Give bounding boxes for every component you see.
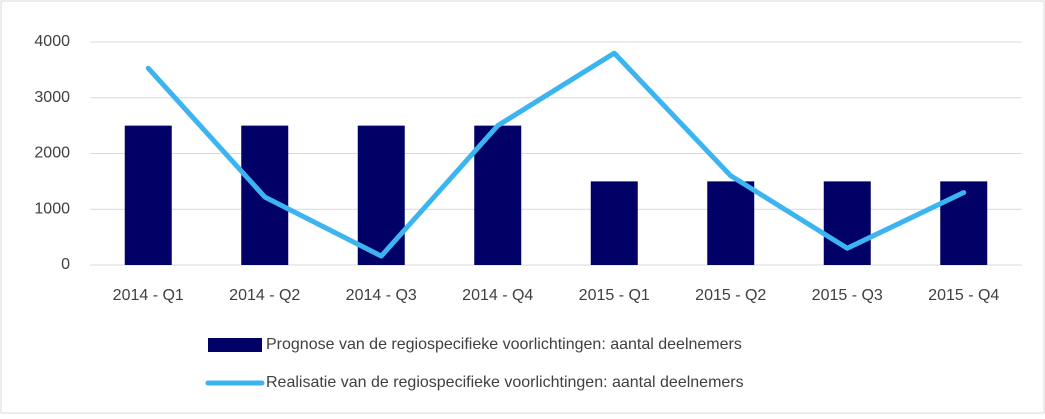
bar xyxy=(823,181,871,265)
x-tick-label: 2015 - Q2 xyxy=(695,287,766,304)
bar xyxy=(940,181,988,265)
legend-label: Realisatie van de regiospecifieke voorli… xyxy=(266,374,744,391)
x-tick-label: 2015 - Q3 xyxy=(812,287,883,304)
legend-label: Prognose van de regiospecifieke voorlich… xyxy=(266,336,742,353)
x-tick-label: 2015 - Q4 xyxy=(928,287,999,304)
bar xyxy=(357,125,405,265)
bar xyxy=(590,181,638,265)
y-tick-label: 1000 xyxy=(34,200,70,217)
bar xyxy=(124,125,172,265)
bar xyxy=(707,181,755,265)
y-tick-label: 2000 xyxy=(34,145,70,162)
line xyxy=(145,50,967,259)
y-tick-label: 4000 xyxy=(34,33,70,50)
legend-swatch xyxy=(208,338,262,352)
x-tick-label: 2014 - Q1 xyxy=(113,287,184,304)
x-tick-label: 2014 - Q3 xyxy=(346,287,417,304)
y-tick-label: 0 xyxy=(61,256,70,273)
bar xyxy=(474,125,522,265)
x-tick-label: 2015 - Q1 xyxy=(579,287,650,304)
x-tick-label: 2014 - Q4 xyxy=(462,287,533,304)
y-tick-label: 3000 xyxy=(34,89,70,106)
x-tick-label: 2014 - Q2 xyxy=(229,287,300,304)
